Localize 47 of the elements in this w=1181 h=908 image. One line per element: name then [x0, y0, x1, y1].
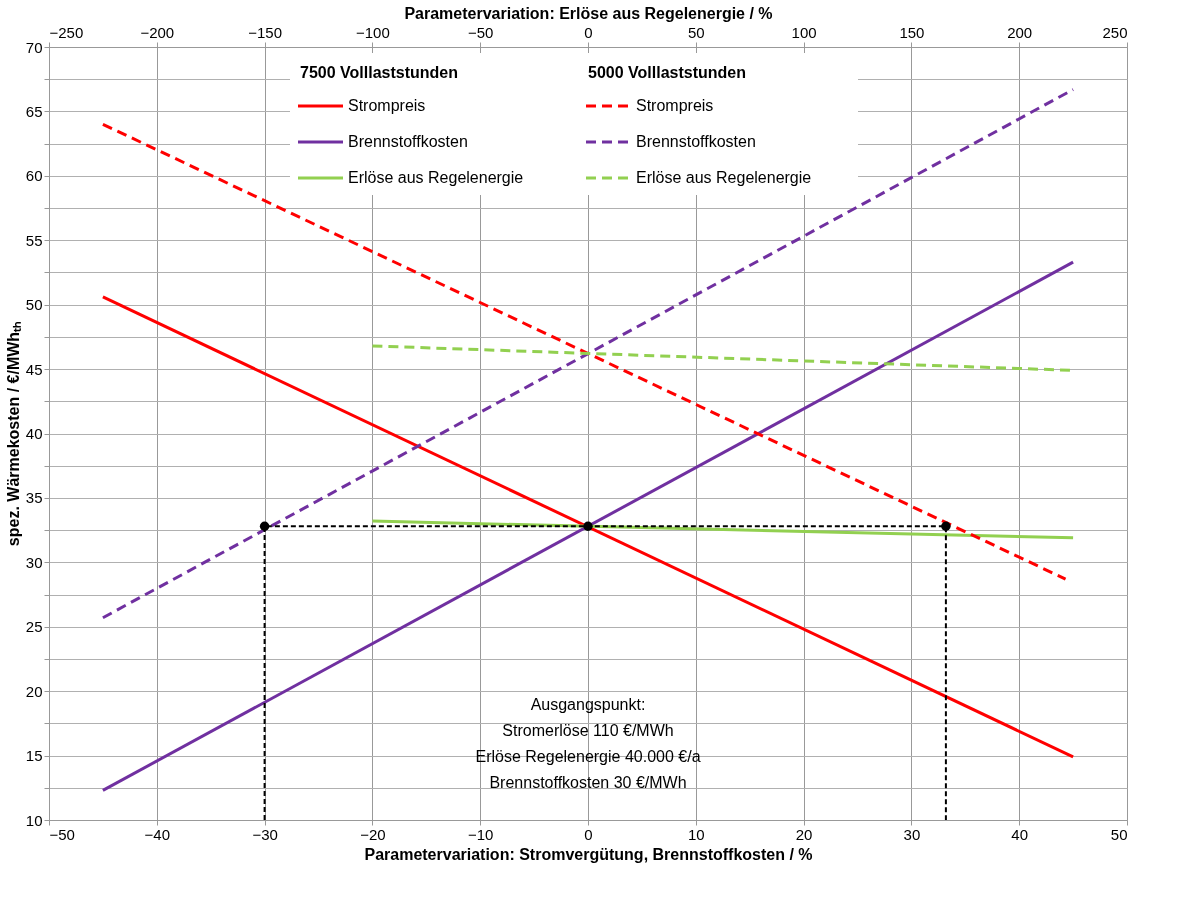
x-axis-title: Parametervariation: Stromvergütung, Brennstoffkosten / % [364, 845, 813, 863]
x2-tick-label: −200 [140, 23, 175, 41]
y-tick-label: 30 [25, 553, 43, 571]
y-tick-label: 10 [25, 811, 43, 829]
x2-tick-label: −50 [467, 23, 494, 41]
x-tick-label: −10 [467, 825, 494, 843]
x2-tick-label: 250 [1102, 23, 1128, 41]
x-tick-label: 10 [687, 825, 705, 843]
legend-label: Erlöse aus Regelenergie [348, 169, 524, 186]
x2-tick-label: 50 [687, 23, 705, 41]
y-tick-label: 20 [25, 682, 43, 700]
y-tick-label: 55 [25, 231, 43, 249]
x2-tick-label: −100 [356, 23, 390, 41]
x2-tick-label: 100 [791, 23, 817, 41]
legend-label: Brennstoffkosten [636, 133, 756, 150]
y-tick-label: 60 [25, 167, 43, 185]
x-tick-label: 20 [795, 825, 813, 843]
x-tick-label: −50 [49, 825, 75, 843]
y-tick-label: 25 [25, 618, 43, 636]
x-tick-label: 50 [1110, 825, 1128, 843]
y-tick-label: 15 [25, 747, 43, 765]
legend-label: Strompreis [636, 97, 714, 114]
x-tick-label: −30 [252, 825, 278, 843]
x2-tick-label: −150 [248, 23, 282, 41]
y-tick-label: 35 [25, 489, 43, 507]
x2-tick-label: 150 [899, 23, 925, 41]
x2-axis-title: Parametervariation: Erlöse aus Regelenergie / % [404, 4, 773, 22]
legend-label: Brennstoffkosten [348, 133, 468, 150]
legend-label: Strompreis [348, 97, 426, 114]
y-tick-label: 65 [25, 102, 43, 120]
x2-tick-label: 0 [584, 23, 593, 41]
annotation: 7500 Volllaststunden [300, 64, 458, 81]
x-tick-label: −40 [144, 825, 171, 843]
annotation: Ausgangspunkt: Stromerlöse 110 €/MWh Erlöse Regelenergie 40.000 €/a Brennstoffkosten 30 €/MWh [475, 696, 701, 791]
y-tick-label: 40 [25, 425, 43, 442]
x2-tick-label: −250 [49, 23, 84, 41]
x-tick-label: 30 [903, 825, 921, 843]
x-tick-label: 0 [584, 825, 593, 843]
x2-tick-label: 200 [1007, 23, 1033, 41]
y-tick-label: 50 [25, 296, 43, 314]
legend-label: Erlöse aus Regelenergie [636, 169, 812, 186]
y-axis-title: spez. Wärmekosten / €/MWhₜₕ [4, 321, 22, 547]
annotation: 5000 Volllaststunden [588, 64, 746, 81]
y-tick-label: 70 [25, 38, 43, 56]
x-tick-label: −20 [360, 825, 386, 843]
y-tick-label: 45 [25, 360, 43, 378]
x-tick-label: 40 [1011, 825, 1029, 843]
